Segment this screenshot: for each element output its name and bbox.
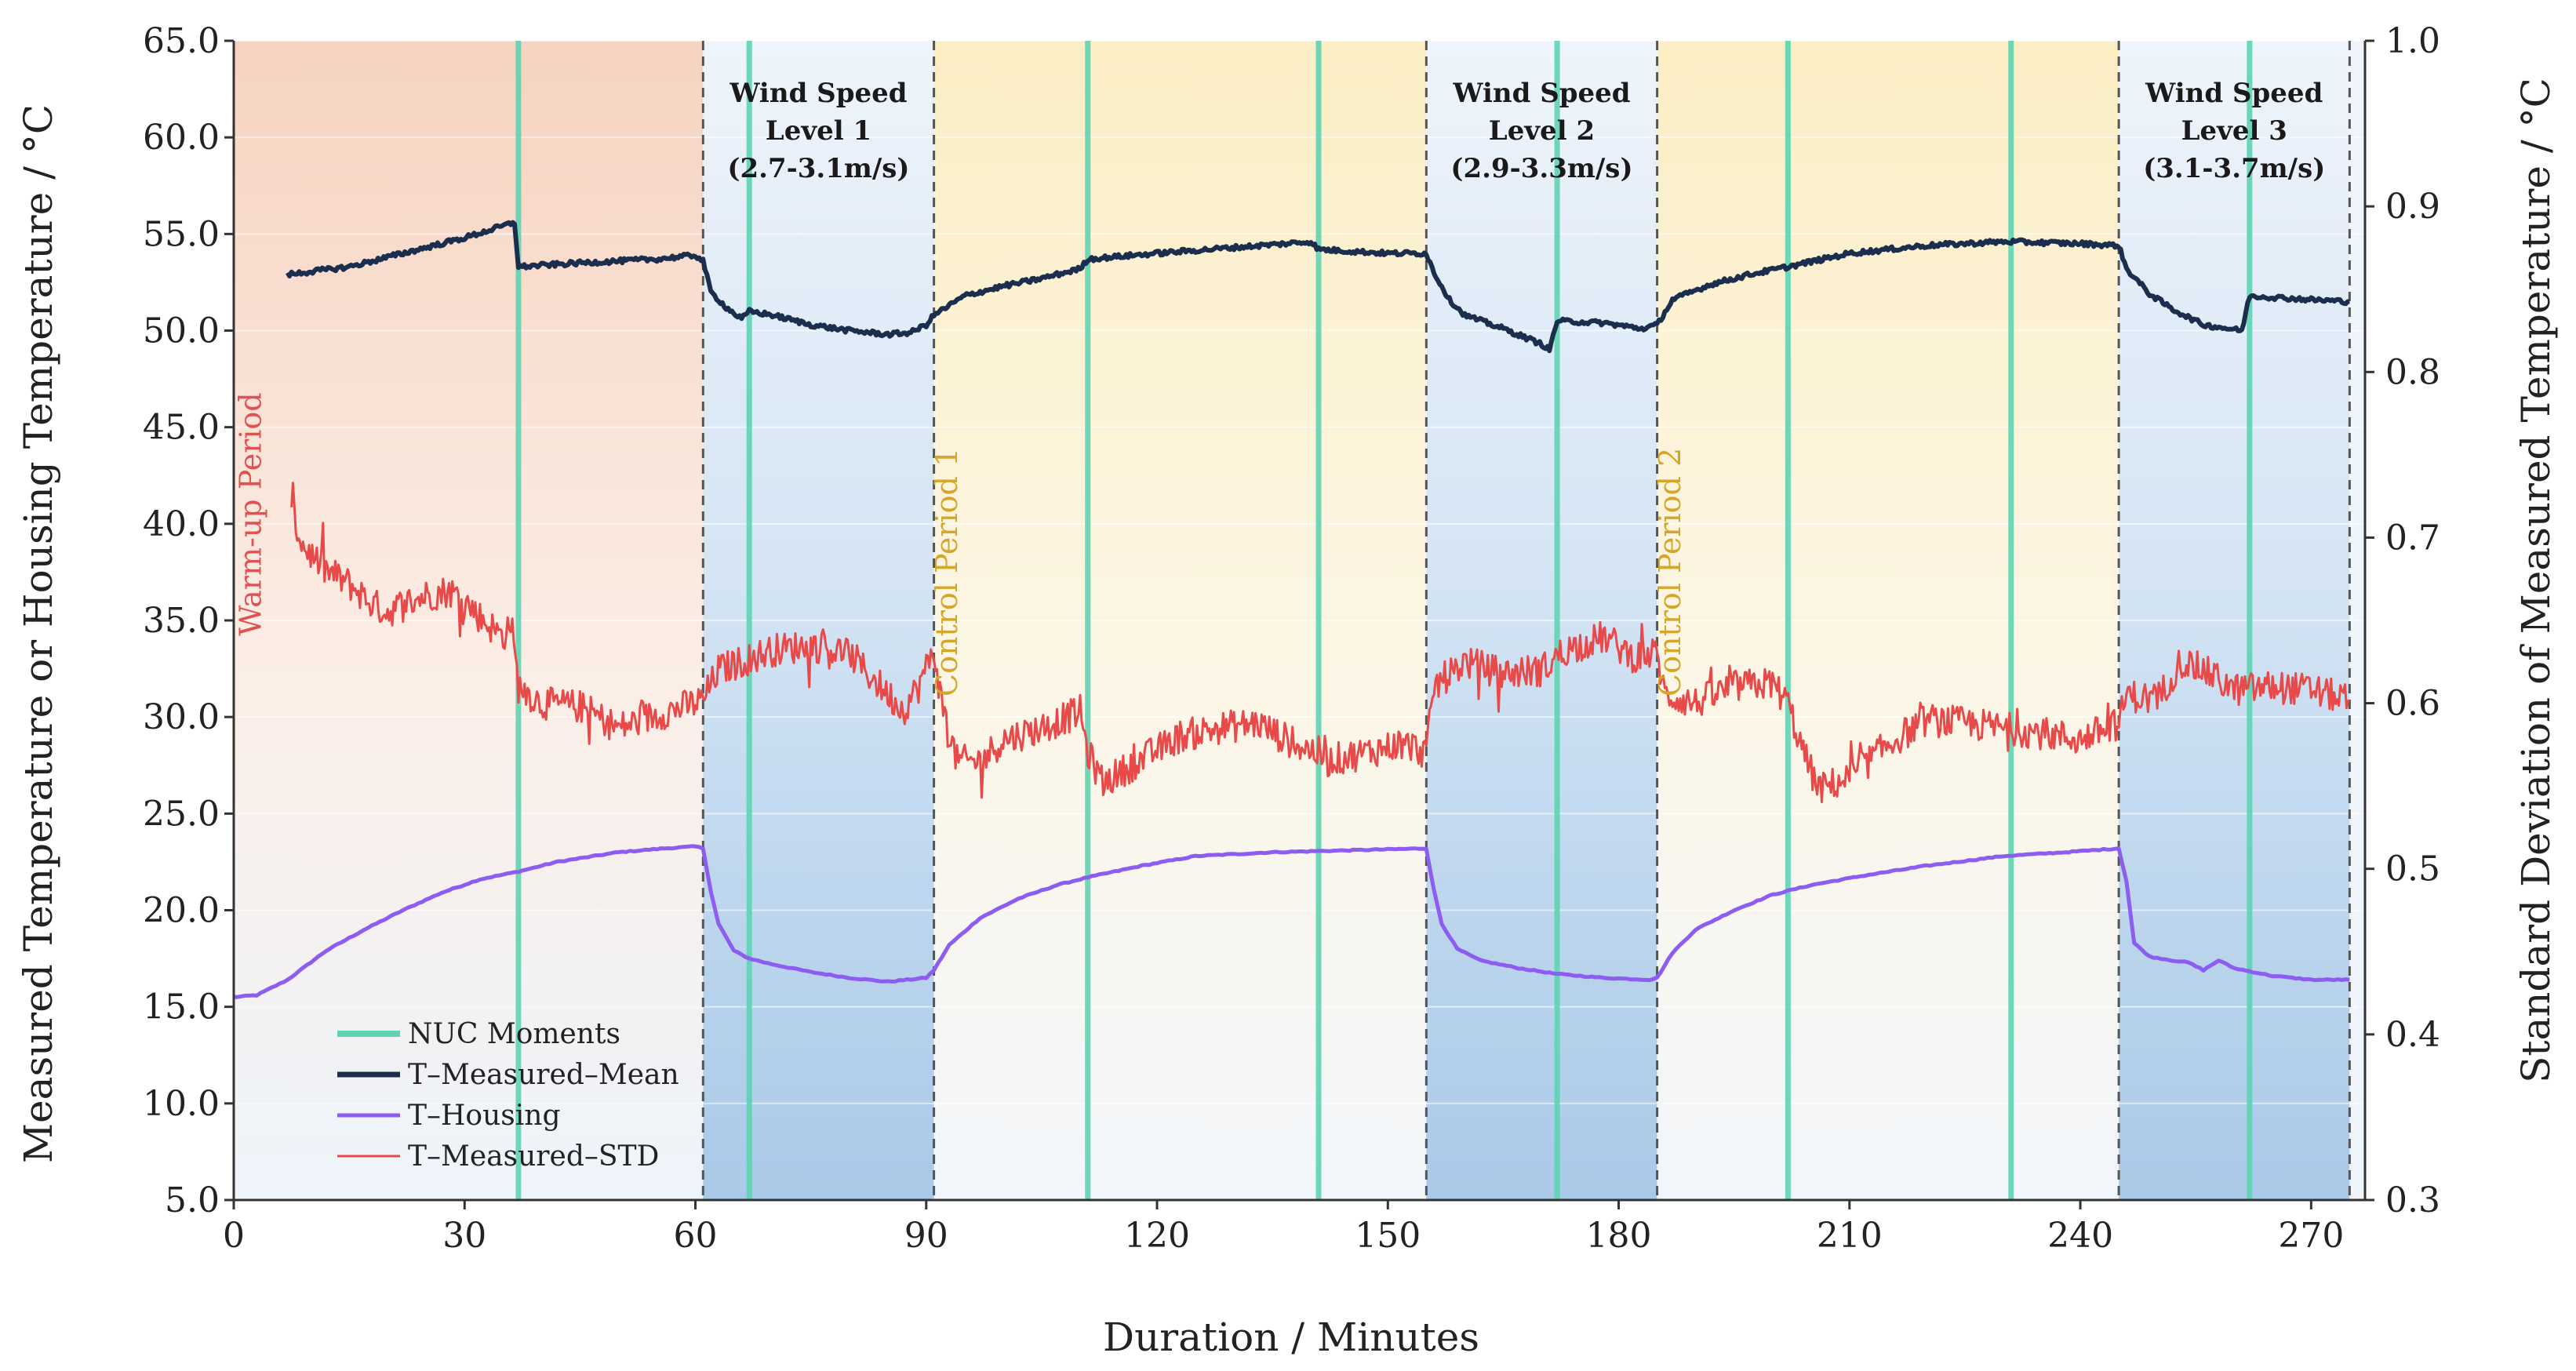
y-left-tick-label: 20.0 bbox=[143, 891, 220, 931]
x-tick-label: 180 bbox=[1586, 1216, 1652, 1256]
legend-label: T–Housing bbox=[408, 1100, 560, 1132]
y-left-tick-label: 45.0 bbox=[143, 408, 220, 448]
period-labels: Warm-up Period Control Period 1 Control Pe… bbox=[233, 392, 1687, 696]
y-left-tick-label: 15.0 bbox=[143, 987, 220, 1027]
wind-speed-label-line: Level 2 bbox=[1489, 115, 1595, 147]
y-left-tick-label: 35.0 bbox=[143, 601, 220, 641]
x-tick-label: 150 bbox=[1355, 1216, 1421, 1256]
y-right-tick-label: 0.5 bbox=[2385, 849, 2440, 889]
x-tick-label: 210 bbox=[1817, 1216, 1883, 1256]
y-left-tick-label: 25.0 bbox=[143, 794, 220, 834]
wind-speed-label-line: (2.9-3.3m/s) bbox=[1450, 153, 1632, 184]
y-left-axis-ticks: 5.0 10.0 15.0 20.0 25.0 30.0 35.0 40.0 45.0 50.0 5… bbox=[143, 21, 234, 1220]
y-left-tick-label: 10.0 bbox=[143, 1084, 220, 1124]
wind-speed-label-line: Level 1 bbox=[766, 115, 871, 147]
y-left-tick-label: 5.0 bbox=[165, 1180, 220, 1220]
y-right-tick-label: 0.6 bbox=[2385, 684, 2440, 724]
y-right-tick-label: 0.7 bbox=[2385, 518, 2440, 558]
y-right-tick-label: 0.3 bbox=[2385, 1180, 2440, 1220]
series-line-t-measured-mean bbox=[286, 220, 2350, 354]
y-right-axis-ticks: 0.3 0.4 0.5 0.6 0.7 0.8 0.9 1.0 bbox=[2365, 21, 2440, 1220]
period-label: Warm-up Period bbox=[233, 392, 267, 635]
y-left-tick-label: 30.0 bbox=[143, 697, 220, 737]
x-tick-label: 30 bbox=[442, 1216, 486, 1256]
y-right-axis-title: Standard Deviation of Measured Temperatu… bbox=[2513, 78, 2559, 1083]
wind-speed-label-line: Wind Speed bbox=[729, 78, 907, 109]
y-right-tick-label: 0.8 bbox=[2385, 352, 2440, 392]
x-tick-label: 240 bbox=[2047, 1216, 2113, 1256]
series-line-t-measured-std bbox=[290, 482, 2351, 804]
legend: NUC Moments T–Measured–Mean T–Housing T–Mea… bbox=[337, 1018, 679, 1173]
period-label: Control Period 1 bbox=[930, 448, 964, 696]
y-left-tick-label: 40.0 bbox=[143, 504, 220, 544]
y-left-tick-label: 50.0 bbox=[143, 311, 220, 351]
y-left-axis-title: Measured Temperature or Housing Temperat… bbox=[16, 104, 61, 1163]
wind-speed-label-line: Level 3 bbox=[2181, 115, 2287, 147]
y-right-tick-label: 0.9 bbox=[2385, 187, 2440, 227]
period-boundaries bbox=[701, 41, 2351, 1200]
y-left-tick-label: 60.0 bbox=[143, 118, 220, 158]
legend-label: T–Measured–STD bbox=[408, 1140, 659, 1173]
wind-speed-label-line: Wind Speed bbox=[1452, 78, 1630, 109]
nuc-moment-lines bbox=[515, 41, 2253, 1200]
period-label: Control Period 2 bbox=[1653, 448, 1687, 696]
legend-label: T–Measured–Mean bbox=[408, 1059, 679, 1091]
series-line-t-housing bbox=[234, 844, 2350, 999]
x-tick-label: 0 bbox=[223, 1216, 245, 1256]
x-tick-label: 60 bbox=[674, 1216, 718, 1256]
y-right-tick-label: 1.0 bbox=[2385, 21, 2440, 61]
y-left-tick-label: 55.0 bbox=[143, 214, 220, 254]
wind-speed-label-line: Wind Speed bbox=[2145, 78, 2323, 109]
legend-label: NUC Moments bbox=[408, 1018, 620, 1050]
x-tick-label: 90 bbox=[904, 1216, 948, 1256]
x-tick-label: 270 bbox=[2278, 1216, 2344, 1256]
wind-speed-labels: Wind Speed Level 1 (2.7-3.1m/s) Wind Speed L… bbox=[727, 78, 2325, 184]
y-right-tick-label: 0.4 bbox=[2385, 1015, 2440, 1055]
wind-speed-label-line: (2.7-3.1m/s) bbox=[727, 153, 909, 184]
x-axis-title: Duration / Minutes bbox=[1103, 1315, 1479, 1360]
series-lines bbox=[234, 220, 2351, 999]
y-left-tick-label: 65.0 bbox=[143, 21, 220, 61]
wind-speed-label-line: (3.1-3.7m/s) bbox=[2143, 153, 2325, 184]
x-tick-label: 120 bbox=[1124, 1216, 1190, 1256]
x-axis-ticks: 0 30 60 90 120 150 180 210 240 270 bbox=[223, 1200, 2344, 1256]
